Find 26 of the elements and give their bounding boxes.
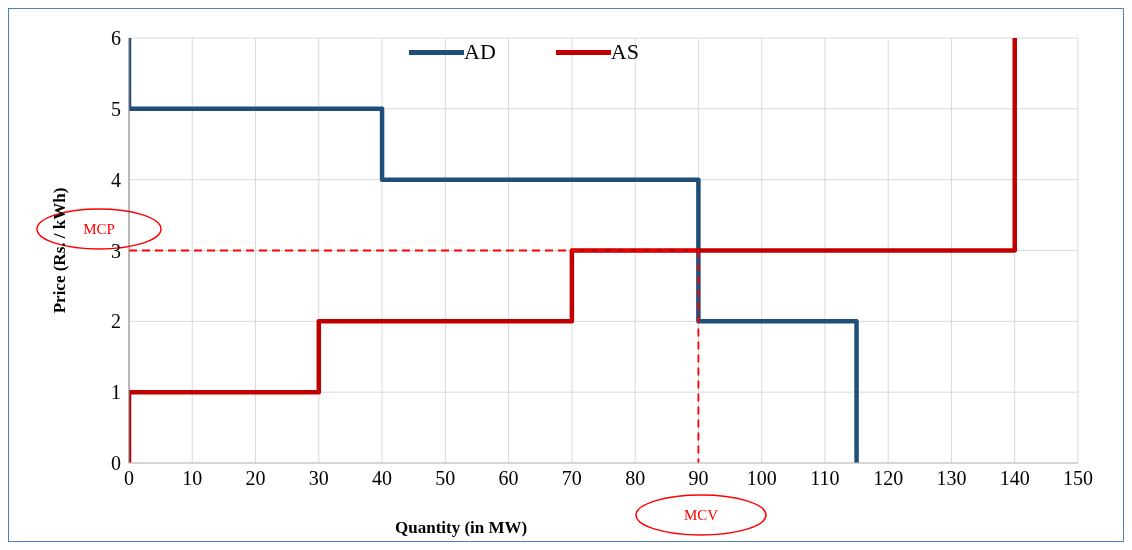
x-tick-label: 60 (498, 467, 519, 490)
x-tick-label: 130 (936, 467, 967, 490)
y-tick-label: 6 (111, 27, 121, 50)
x-tick-label: 110 (810, 467, 840, 490)
y-tick-label: 1 (111, 381, 121, 404)
legend-label: AD (464, 39, 496, 65)
x-tick-label: 20 (245, 467, 266, 490)
x-tick-label: 80 (625, 467, 646, 490)
legend-label: AS (610, 39, 639, 65)
x-axis-title: Quantity (in MW) (395, 518, 528, 537)
x-tick-label: 50 (435, 467, 456, 490)
x-tick-label: 70 (561, 467, 582, 490)
y-tick-label: 4 (111, 168, 121, 191)
ellipse-outline: MCV (635, 494, 767, 536)
y-tick-label: 5 (111, 97, 121, 120)
x-tick-label: 40 (372, 467, 393, 490)
x-tick-label: 100 (746, 467, 777, 490)
x-tick-label: 150 (1063, 467, 1093, 490)
y-tick-label: 0 (111, 452, 121, 475)
x-tick-label: 120 (873, 467, 904, 490)
x-tick-label: 10 (182, 467, 203, 490)
x-tick-label: 90 (688, 467, 709, 490)
x-tick-label: 30 (308, 467, 329, 490)
x-tick-label: 140 (999, 467, 1030, 490)
y-axis-title: Price (Rs. / kWh) (50, 187, 70, 314)
y-tick-label: 2 (111, 310, 121, 333)
